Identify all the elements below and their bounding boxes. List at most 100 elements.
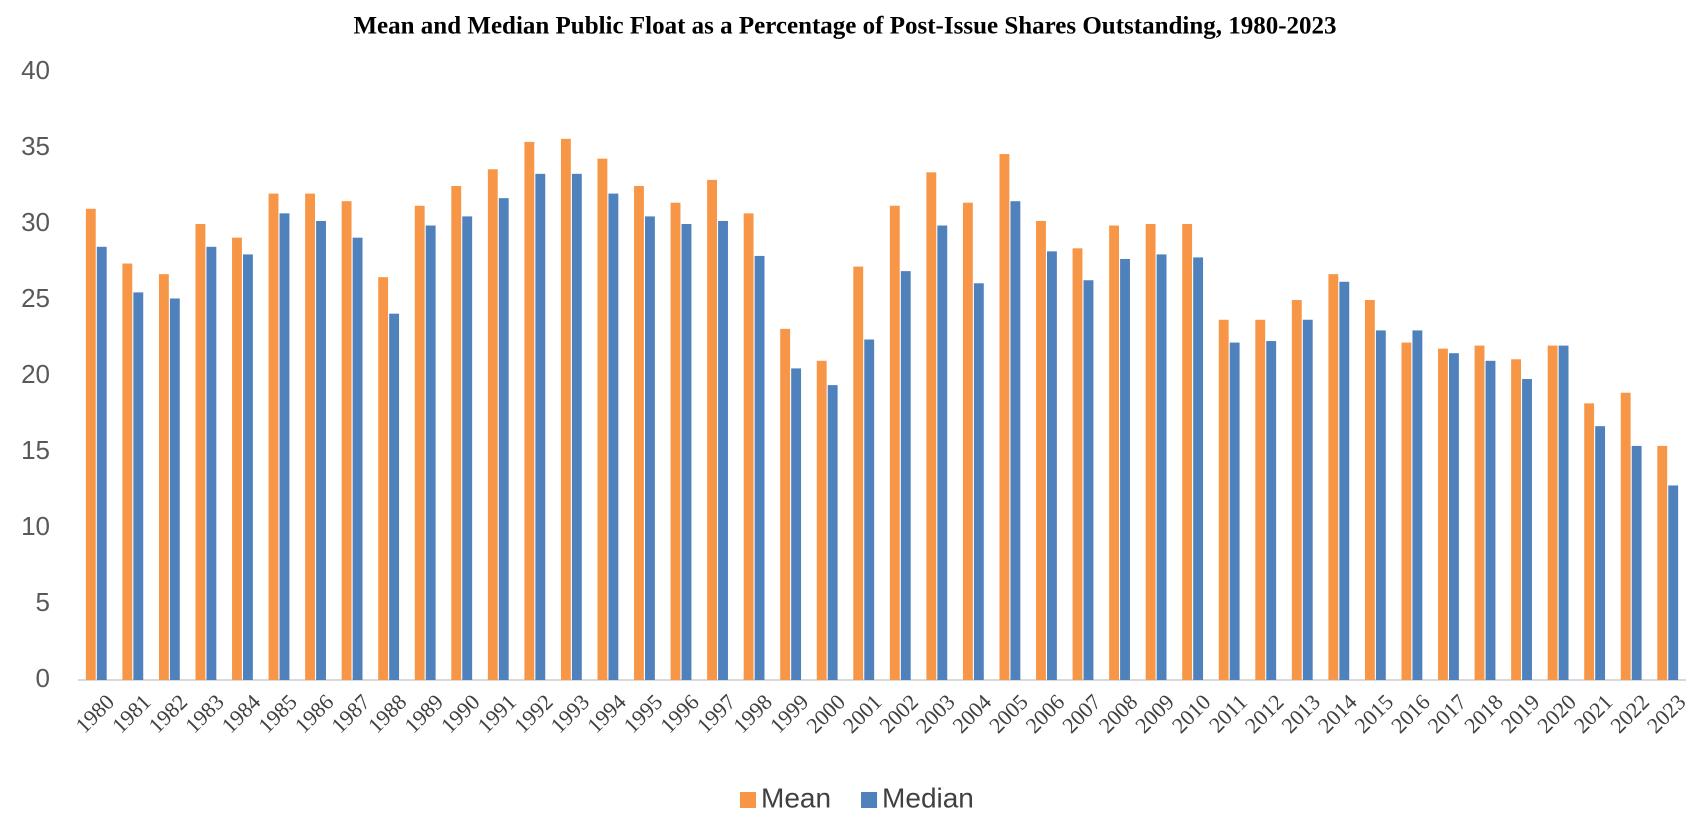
bar bbox=[195, 224, 206, 680]
bar bbox=[133, 292, 144, 680]
x-tick-label: 1980 bbox=[70, 689, 119, 738]
legend-swatch bbox=[740, 792, 756, 808]
bar bbox=[232, 237, 242, 680]
bar bbox=[206, 246, 217, 681]
x-tick-label: 2003 bbox=[911, 689, 960, 738]
bar bbox=[791, 368, 802, 680]
x-tick-label: 2021 bbox=[1569, 689, 1618, 738]
bar bbox=[535, 173, 546, 680]
legend-label: Mean bbox=[761, 782, 831, 813]
x-tick-label: 1991 bbox=[472, 689, 521, 738]
bar bbox=[316, 220, 326, 680]
bar bbox=[1255, 319, 1266, 680]
bar bbox=[425, 225, 436, 680]
bar bbox=[1339, 281, 1350, 680]
x-tick-label: 2014 bbox=[1313, 689, 1362, 738]
bar bbox=[487, 169, 498, 680]
bar bbox=[937, 225, 948, 680]
bar bbox=[900, 271, 911, 680]
bar bbox=[305, 193, 315, 680]
bar bbox=[169, 298, 180, 680]
bar bbox=[926, 172, 937, 680]
bar bbox=[451, 186, 462, 680]
bar bbox=[1438, 348, 1448, 680]
bar bbox=[1145, 224, 1156, 680]
bar bbox=[122, 263, 133, 680]
bar bbox=[681, 224, 692, 680]
bar bbox=[645, 216, 655, 680]
bar bbox=[389, 313, 400, 680]
bar bbox=[1412, 330, 1423, 680]
bar bbox=[85, 208, 96, 681]
x-tick-label: 2016 bbox=[1386, 689, 1435, 738]
x-tick-label: 1990 bbox=[436, 689, 485, 738]
bar bbox=[743, 213, 754, 681]
bar bbox=[268, 193, 279, 680]
bar bbox=[1375, 330, 1386, 680]
x-tick-label: 2001 bbox=[838, 689, 887, 738]
x-tick-label: 1998 bbox=[728, 689, 777, 738]
x-tick-label: 2012 bbox=[1240, 689, 1289, 738]
bar bbox=[1229, 342, 1240, 680]
x-tick-label: 1986 bbox=[290, 689, 339, 738]
x-tick-label: 2013 bbox=[1276, 689, 1325, 738]
bar bbox=[1485, 360, 1496, 680]
bar bbox=[1474, 345, 1485, 680]
bar bbox=[1083, 280, 1094, 680]
x-tick-label: 1985 bbox=[253, 689, 302, 738]
x-tick-label: 2000 bbox=[801, 689, 850, 738]
x-tick-label: 1989 bbox=[399, 689, 448, 738]
y-tick-label: 20 bbox=[21, 359, 50, 389]
x-tick-label: 2005 bbox=[984, 689, 1033, 738]
x-tick-label: 2004 bbox=[947, 689, 996, 738]
bar bbox=[462, 216, 473, 680]
bar bbox=[1072, 248, 1083, 680]
bar bbox=[1657, 445, 1668, 680]
bar bbox=[754, 255, 765, 681]
bar bbox=[973, 283, 984, 680]
bar bbox=[718, 220, 728, 680]
bar bbox=[414, 205, 425, 680]
bar bbox=[1584, 403, 1595, 680]
bar bbox=[1522, 379, 1532, 680]
x-tick-label: 2019 bbox=[1496, 689, 1545, 738]
bar bbox=[853, 266, 864, 680]
x-tick-label: 1995 bbox=[619, 689, 668, 738]
bar bbox=[560, 138, 571, 680]
x-tick-label: 1981 bbox=[107, 689, 156, 738]
x-tick-label: 2006 bbox=[1021, 689, 1070, 738]
bar bbox=[1109, 225, 1119, 680]
x-tick-label: 2017 bbox=[1423, 689, 1472, 738]
bar bbox=[1218, 319, 1229, 680]
bar bbox=[1036, 220, 1046, 680]
x-tick-label: 1988 bbox=[363, 689, 412, 738]
bar bbox=[827, 385, 838, 680]
y-tick-label: 0 bbox=[36, 663, 50, 693]
bar bbox=[1511, 359, 1521, 680]
bar bbox=[1558, 345, 1569, 680]
x-tick-label: 2008 bbox=[1094, 689, 1143, 738]
x-tick-label: 1984 bbox=[217, 689, 266, 738]
x-tick-label: 2010 bbox=[1167, 689, 1216, 738]
y-tick-label: 25 bbox=[21, 283, 50, 313]
bar bbox=[962, 202, 973, 680]
bar bbox=[597, 158, 608, 680]
x-tick-label: 1992 bbox=[509, 689, 558, 738]
bar bbox=[1631, 445, 1642, 680]
y-tick-label: 10 bbox=[21, 511, 50, 541]
y-tick-label: 15 bbox=[21, 435, 50, 465]
x-tick-label: 1999 bbox=[765, 689, 814, 738]
bar bbox=[1047, 251, 1057, 681]
bar bbox=[608, 193, 619, 680]
bar bbox=[1620, 392, 1631, 680]
x-tick-label: 2007 bbox=[1057, 689, 1106, 738]
bar bbox=[780, 328, 791, 680]
x-tick-label: 2022 bbox=[1605, 689, 1654, 738]
bar bbox=[1547, 345, 1558, 680]
bar bbox=[378, 277, 389, 680]
bar bbox=[279, 213, 290, 681]
x-tick-label: 2023 bbox=[1642, 689, 1691, 738]
bar bbox=[1182, 224, 1193, 680]
bar bbox=[96, 246, 107, 681]
